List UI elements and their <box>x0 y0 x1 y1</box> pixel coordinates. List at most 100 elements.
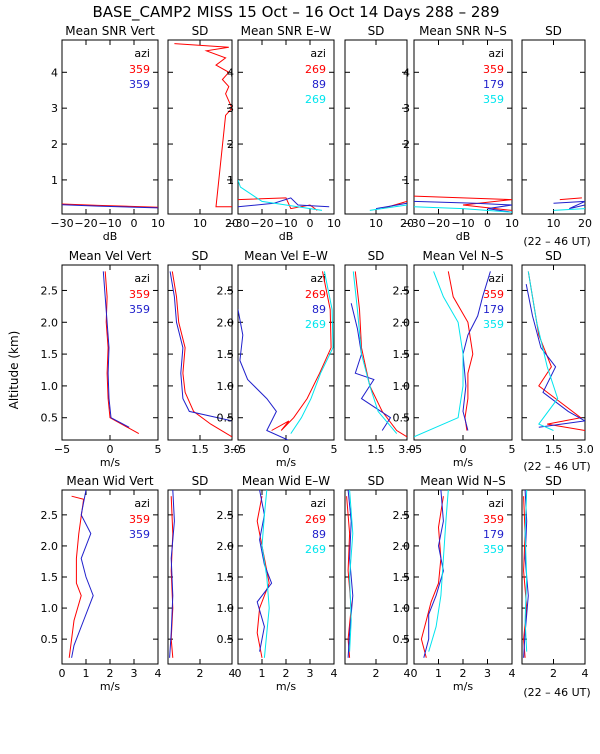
panel-1-2-title: SD <box>192 24 209 38</box>
panel-2-5-legend-azi: azi <box>488 272 504 285</box>
panel-1-6-title: SD <box>545 24 562 38</box>
panel-3-3-ytick-label-3: 2.0 <box>217 540 235 553</box>
panel-2-1-xtick-label-2: 5 <box>155 443 162 456</box>
panel-3-1-xtick-label-2: 2 <box>107 667 114 680</box>
panel-2-3-xlabel: m/s <box>276 456 296 469</box>
panel-2-1-legend-0: 359 <box>129 288 150 301</box>
panel-3-5-legend-2: 359 <box>483 543 504 556</box>
panel-2-3-ytick-label-0: 0.5 <box>217 412 235 425</box>
panel-1-6-xtick-label-1: 20 <box>578 217 592 230</box>
panel-1-2-series-0 <box>174 43 232 208</box>
panel-3-3-xlabel: m/s <box>276 680 296 693</box>
panel-3-4-xtick-label-1: 4 <box>404 667 411 680</box>
panel-2-3-legend-0: 269 <box>305 288 326 301</box>
panel-1-5-legend-azi: azi <box>488 47 504 60</box>
panel-3-4-title: SD <box>368 474 385 488</box>
panel-3-3: Mean Wid E–W 0 1 2 3 4 0.5 1.0 1.5 2.0 2.5 m/s azi 26… <box>217 474 338 693</box>
panel-1-5-ytick-label-0: 1 <box>403 174 410 187</box>
panels-group: Mean SNR Vert−30 −20 −10 0 101234dBazi359359… <box>41 24 594 693</box>
panel-2-2-xtick-label-1: 3.0 <box>223 443 241 456</box>
panel-3-3-title: Mean Wid E–W <box>242 474 330 488</box>
panel-3-1-legend-azi: azi <box>134 497 150 510</box>
panel-2-2-xtick-label-0: 1.5 <box>191 443 209 456</box>
panel-1-1-ytick-label-2: 3 <box>51 102 58 115</box>
panel-3-1-title: Mean Wid Vert <box>66 474 153 488</box>
panel-1-1-title: Mean SNR Vert <box>65 24 155 38</box>
panel-2-3-ytick-label-3: 2.0 <box>217 316 235 329</box>
panel-2-3-ytick-label-2: 1.5 <box>217 348 235 361</box>
y-axis-label: Altitude (km) <box>7 331 21 410</box>
panel-2-5: Mean Vel N–S −5 0 5 0.5 1.0 1.5 2.0 2.5 m/s azi 359… <box>393 249 516 469</box>
panel-2-3-series-2 <box>290 271 334 434</box>
panel-1-5-legend-2: 359 <box>483 93 504 106</box>
panel-3-6: SD 2 4 <box>521 474 589 680</box>
panel-2-5-series-2 <box>414 271 464 438</box>
panel-1-1-xtick-label-1: −20 <box>74 217 97 230</box>
panel-3-5-xlabel: m/s <box>453 680 473 693</box>
panel-3-2-series-0 <box>170 496 174 658</box>
panel-1-3-xlabel: dB <box>279 230 294 243</box>
panel-2-1-legend-azi: azi <box>134 272 150 285</box>
panel-1-4-frame <box>344 39 408 215</box>
panel-3-5-ytick-label-1: 1.0 <box>393 602 411 615</box>
panel-3-1-xlabel: m/s <box>100 680 120 693</box>
panel-2-1-ytick-label-0: 0.5 <box>41 412 59 425</box>
panel-3-5-ytick-label-4: 2.5 <box>393 509 411 522</box>
panel-1-1-ytick-label-0: 1 <box>51 174 58 187</box>
panel-3-5-title: Mean Wid N–S <box>420 474 505 488</box>
utc-note-row-1: (22 – 46 UT) <box>523 235 590 248</box>
panel-1-4-series-1 <box>375 202 407 210</box>
panel-1-3: Mean SNR E–W −30 −20 −10 0 10 1 2 3 4 dB azi 269 89 26… <box>226 24 341 243</box>
panel-2-1-xlabel: m/s <box>100 456 120 469</box>
panel-3-2-xtick-label-0: 2 <box>197 667 204 680</box>
panel-3-2-title: SD <box>192 474 209 488</box>
utc-note-row-3: (22 – 46 UT) <box>523 686 590 699</box>
panel-2-3-xtick-label-0: −5 <box>230 443 246 456</box>
panel-2-5-series-1 <box>462 271 491 431</box>
panel-2-3: Mean Vel E–W −5 0 5 0.5 1.0 1.5 2.0 2.5 m/s azi 269… <box>217 249 338 469</box>
panel-3-4: SD 2 4 <box>344 474 411 680</box>
panel-2-3-legend-azi: azi <box>310 272 326 285</box>
panel-1-1-legend-0: 359 <box>129 63 150 76</box>
panel-3-1-xtick-label-4: 4 <box>155 667 162 680</box>
panel-1-2-frame <box>167 39 233 215</box>
panel-1-3-legend-1: 89 <box>312 78 326 91</box>
panel-2-5-title: Mean Vel N–S <box>423 249 504 263</box>
panel-1-5-ytick-label-1: 2 <box>403 138 410 151</box>
panel-1-2-xtick-label-1: 20 <box>225 217 239 230</box>
panel-3-5-legend-1: 179 <box>483 528 504 541</box>
panel-3-3-xtick-label-0: 0 <box>235 667 242 680</box>
panel-1-5-legend-1: 179 <box>483 78 504 91</box>
panel-3-5-series-0 <box>420 496 444 658</box>
panel-1-5-series-1 <box>414 200 512 213</box>
panel-3-1-ytick-label-3: 2.0 <box>41 540 59 553</box>
panel-2-5-ytick-label-4: 2.5 <box>393 284 411 297</box>
panel-3-5: Mean Wid N–S 0 1 2 3 4 0.5 1.0 1.5 2.0 2.5 m/s azi 35… <box>393 474 516 693</box>
panel-3-3-legend-azi: azi <box>310 497 326 510</box>
panel-1-1-xtick-label-2: −10 <box>98 217 121 230</box>
panel-2-5-ytick-label-2: 1.5 <box>393 348 411 361</box>
panel-2-3-legend-1: 89 <box>312 303 326 316</box>
panel-2-6: SD 1.5 3.0 <box>521 249 594 456</box>
panel-1-5: Mean SNR N–S −30 −20 −10 0 10 1 2 3 4 dB azi 359 179 3… <box>402 24 519 243</box>
panel-3-5-xtick-label-3: 3 <box>484 667 491 680</box>
panel-3-1-xtick-label-1: 1 <box>83 667 90 680</box>
panel-2-1-ytick-label-3: 2.0 <box>41 316 59 329</box>
panel-2-2-title: SD <box>192 249 209 263</box>
panel-1-3-xtick-label-3: 0 <box>307 217 314 230</box>
panel-1-1-ytick-label-3: 4 <box>51 66 58 79</box>
panel-2-1-title: Mean Vel Vert <box>69 249 152 263</box>
panel-2-4-xtick-label-1: 3.0 <box>398 443 416 456</box>
panel-1-3-series-2 <box>238 179 323 211</box>
panel-1-1-xlabel: dB <box>103 230 118 243</box>
panel-2-3-xtick-label-1: 0 <box>283 443 290 456</box>
panel-1-3-xtick-label-1: −20 <box>250 217 273 230</box>
panel-3-3-legend-1: 89 <box>312 528 326 541</box>
panel-3-5-series-2 <box>428 490 449 652</box>
panel-3-3-series-0 <box>256 496 270 658</box>
panel-2-1: Mean Vel Vert −5 0 5 0.5 1.0 1.5 2.0 2.5 m/s azi 35… <box>41 249 162 469</box>
panel-2-6-title: SD <box>545 249 562 263</box>
panel-2-5-legend-0: 359 <box>483 288 504 301</box>
